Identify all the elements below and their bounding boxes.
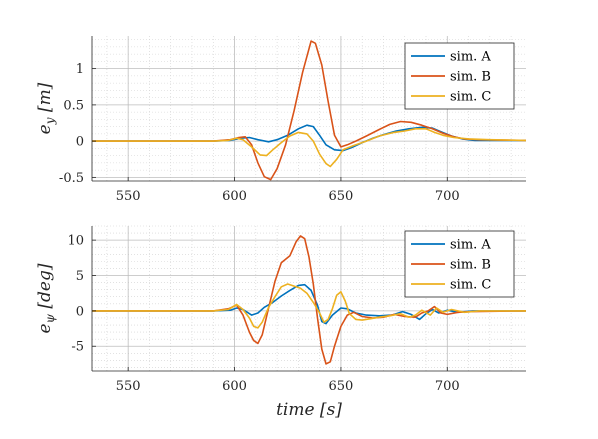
y-tick-label: -5 [71, 340, 84, 355]
series-line-sim-c [92, 283, 526, 329]
legend-entry: sim. C [450, 90, 491, 105]
y-tick-label: 10 [67, 234, 84, 249]
chart-bottom-heading-error: 550 600 650 700 -5 0 5 10 eψ [deg] time [s] sim. A… [35, 225, 526, 420]
x-tick-label: 700 [435, 379, 460, 394]
y-axis-label: eψ [deg] [35, 263, 57, 333]
x-axis-label: time [s] [276, 400, 342, 420]
y-tick-label: 0 [76, 135, 84, 150]
y-axis-label: ey [m] [35, 82, 57, 134]
x-tick-label: 600 [222, 379, 247, 394]
legend: sim. A sim. B sim. C [404, 42, 515, 110]
y-tick-label: 1 [76, 62, 84, 77]
x-tick-label: 650 [328, 189, 353, 204]
x-tick-label: 650 [328, 379, 353, 394]
x-tick-label: 600 [222, 189, 247, 204]
series-line-sim-a [92, 283, 526, 325]
legend-entry: sim. A [450, 238, 491, 253]
series-line-sim-b [92, 40, 526, 181]
legend-entry: sim. C [450, 278, 491, 293]
legend-entry: sim. B [450, 258, 491, 273]
legend-entry: sim. B [450, 70, 491, 85]
y-tick-label: 0 [76, 304, 84, 319]
legend: sim. A sim. B sim. C [404, 230, 515, 298]
y-tick-label: -0.5 [59, 171, 84, 186]
legend-entry: sim. A [450, 50, 491, 65]
x-tick-label: 550 [116, 379, 141, 394]
y-tick-label: 0.5 [63, 98, 84, 113]
y-tick-label: 5 [76, 269, 84, 284]
x-tick-label: 700 [435, 189, 460, 204]
x-tick-label: 550 [116, 189, 141, 204]
series-line-sim-c [92, 128, 526, 168]
